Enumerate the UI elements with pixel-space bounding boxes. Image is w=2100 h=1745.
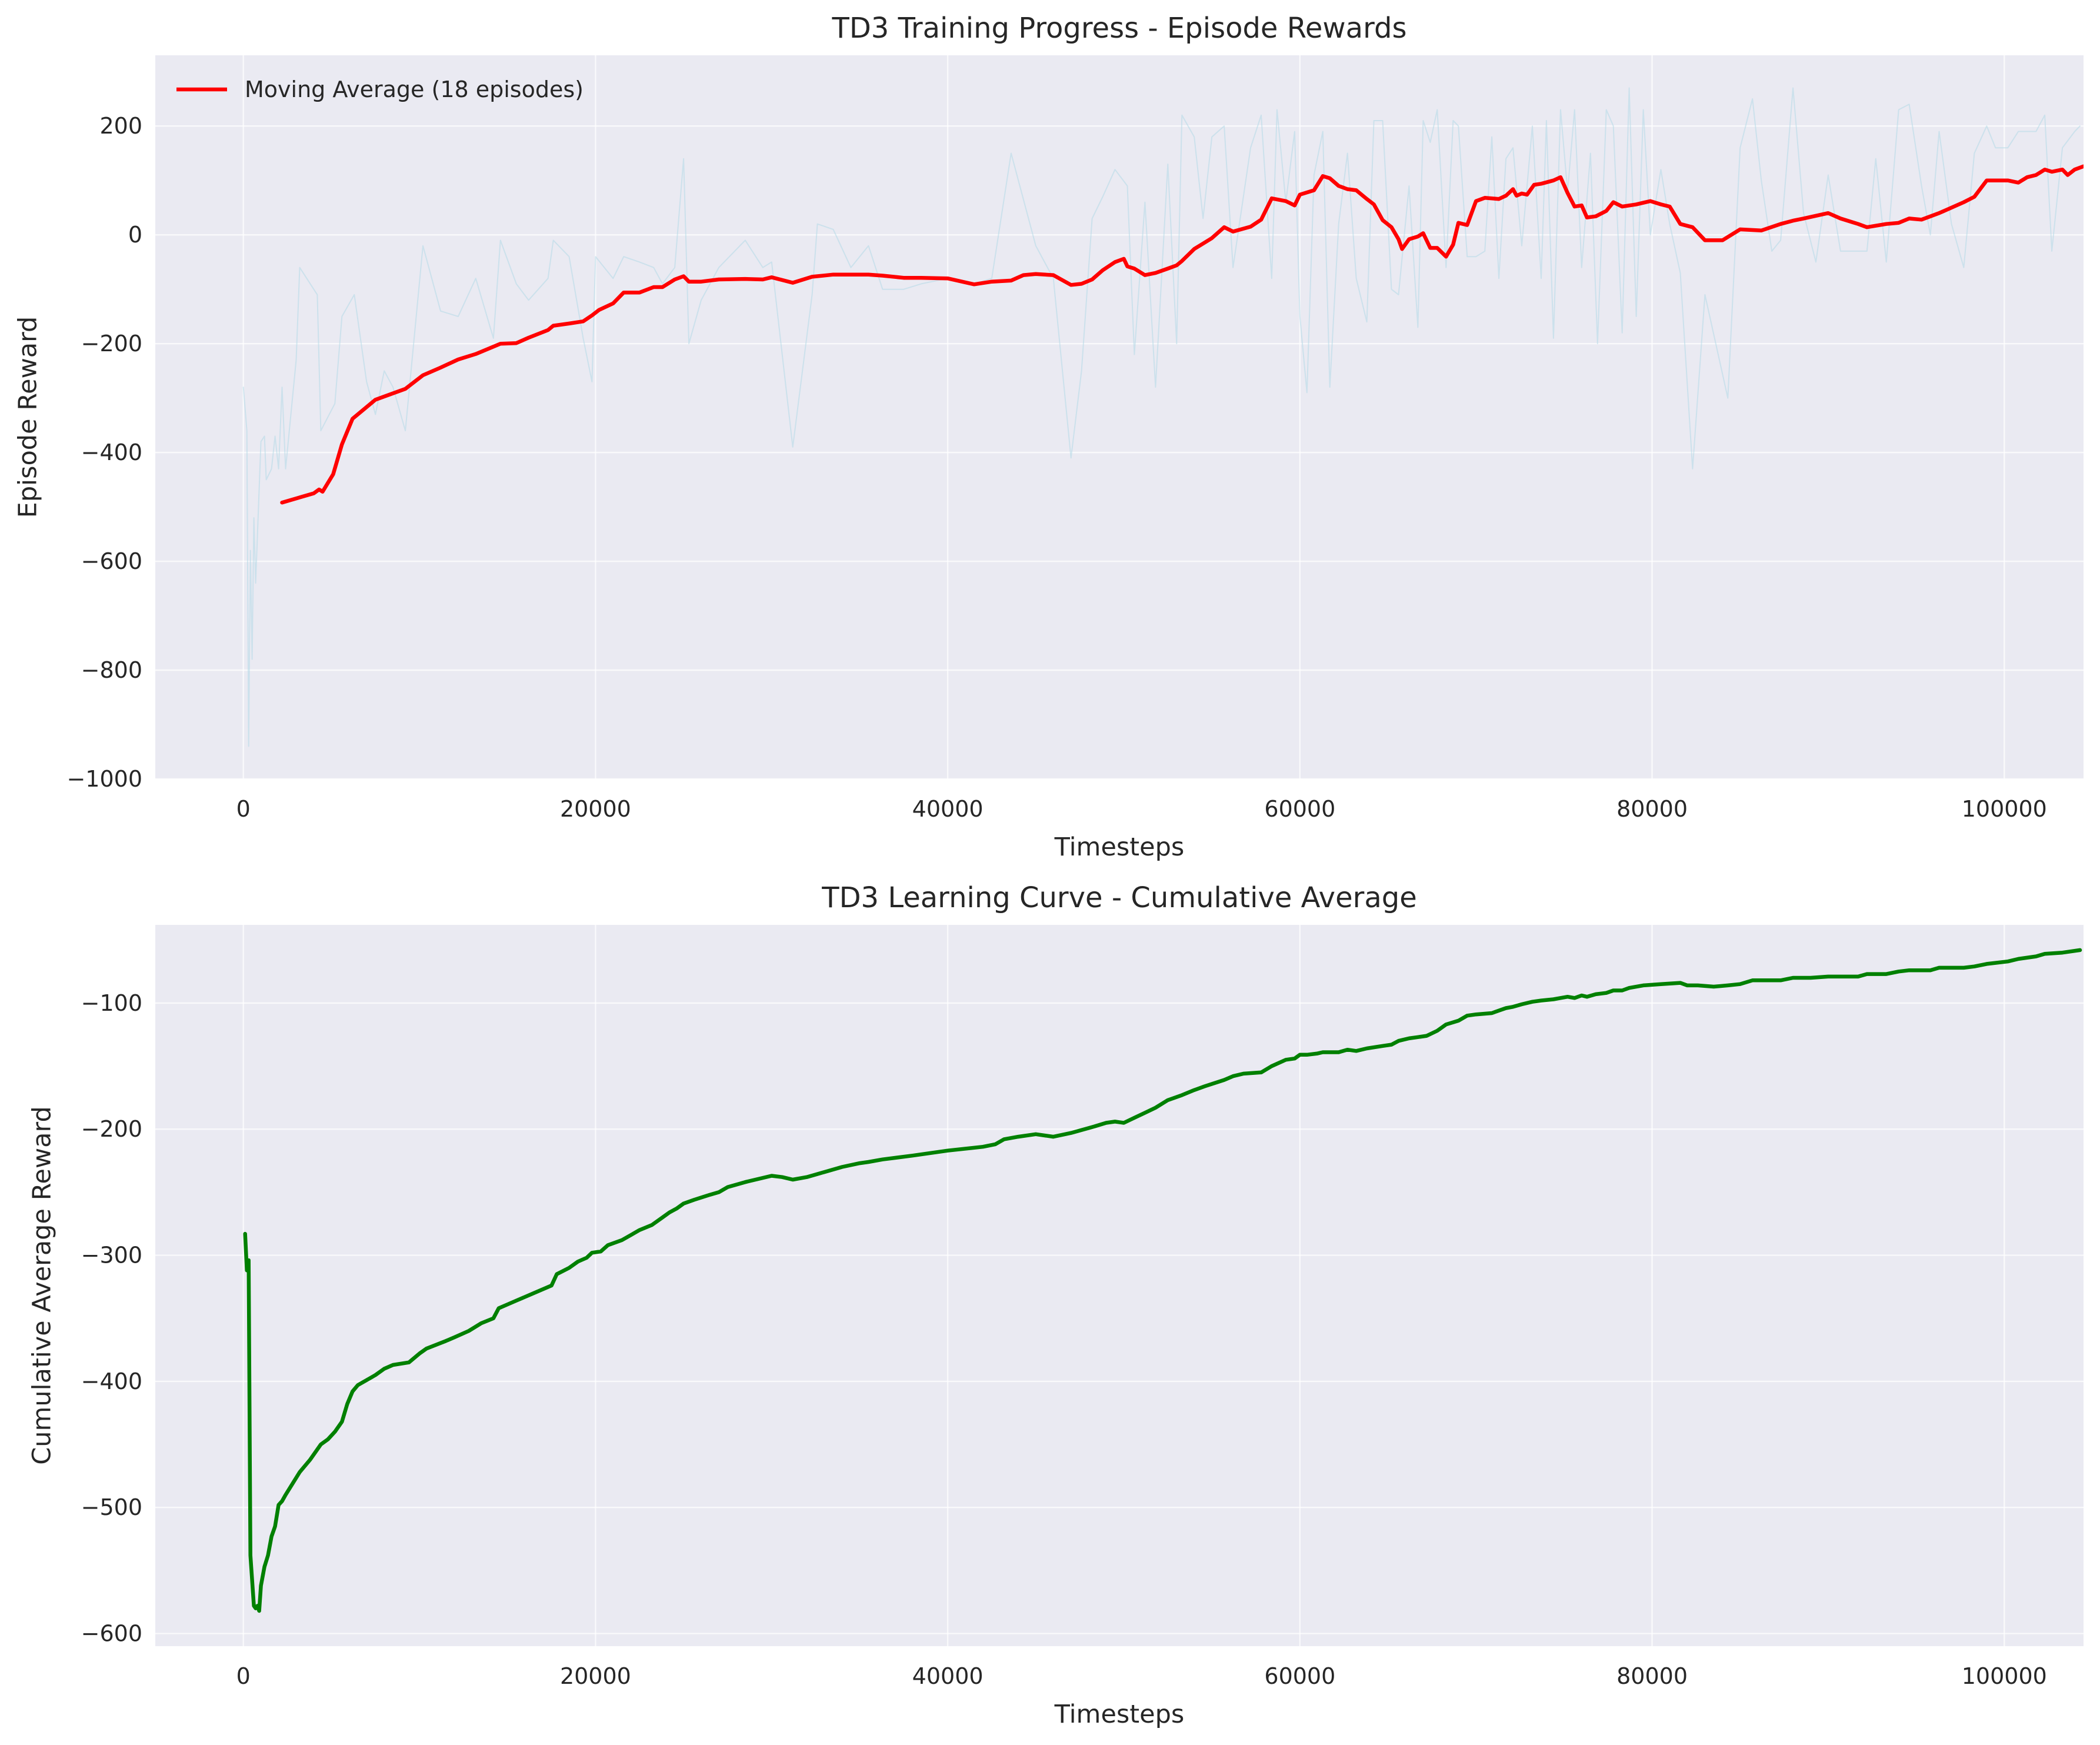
x-tick-label: 20000 — [560, 1663, 631, 1689]
y-tick-label: −200 — [81, 331, 142, 357]
y-tick-label: −1000 — [66, 766, 142, 792]
y-axis-label: Cumulative Average Reward — [28, 1106, 57, 1464]
y-tick-label: −100 — [81, 990, 142, 1016]
x-tick-label: 60000 — [1264, 796, 1335, 822]
x-tick-label: 80000 — [1616, 796, 1688, 822]
legend-label: Moving Average (18 episodes) — [245, 76, 584, 102]
chart-title: TD3 Learning Curve - Cumulative Average — [821, 881, 1417, 914]
x-tick-label: 100000 — [1962, 1663, 2047, 1689]
moving-average-line — [280, 164, 2084, 505]
y-tick-label: −400 — [81, 439, 142, 465]
y-tick-label: −500 — [81, 1494, 142, 1520]
x-tick-label: 0 — [236, 1663, 251, 1689]
episode-rewards-chart: 0 20000 40000 60000 80000 100000 −1000 −800 −600… — [14, 12, 2084, 862]
y-tick-label: −200 — [81, 1116, 142, 1142]
plot-area — [155, 925, 2084, 1646]
y-tick-label: 0 — [128, 222, 142, 248]
y-axis-label: Episode Reward — [14, 317, 43, 518]
y-tick-label: −600 — [81, 1621, 142, 1647]
cumulative-average-chart: 0 20000 40000 60000 80000 100000 −600 −500 −400 −… — [28, 881, 2084, 1729]
x-tick-label: 0 — [236, 796, 251, 822]
x-tick-label: 80000 — [1616, 1663, 1688, 1689]
y-tick-label: −800 — [81, 657, 142, 683]
y-tick-label: −600 — [81, 548, 142, 574]
cumulative-average-line — [243, 948, 2082, 1613]
y-tick-label: −300 — [81, 1243, 142, 1268]
y-tick-label: −400 — [81, 1368, 142, 1394]
x-tick-label: 40000 — [912, 796, 984, 822]
y-tick-label: 200 — [99, 113, 142, 139]
x-axis-label: Timesteps — [1054, 832, 1185, 862]
x-tick-label: 20000 — [560, 796, 631, 822]
x-tick-label: 60000 — [1264, 1663, 1335, 1689]
x-tick-label: 100000 — [1962, 796, 2047, 822]
x-tick-label: 40000 — [912, 1663, 984, 1689]
chart-title: TD3 Training Progress - Episode Rewards — [832, 12, 1407, 45]
x-axis-label: Timesteps — [1054, 1700, 1185, 1729]
